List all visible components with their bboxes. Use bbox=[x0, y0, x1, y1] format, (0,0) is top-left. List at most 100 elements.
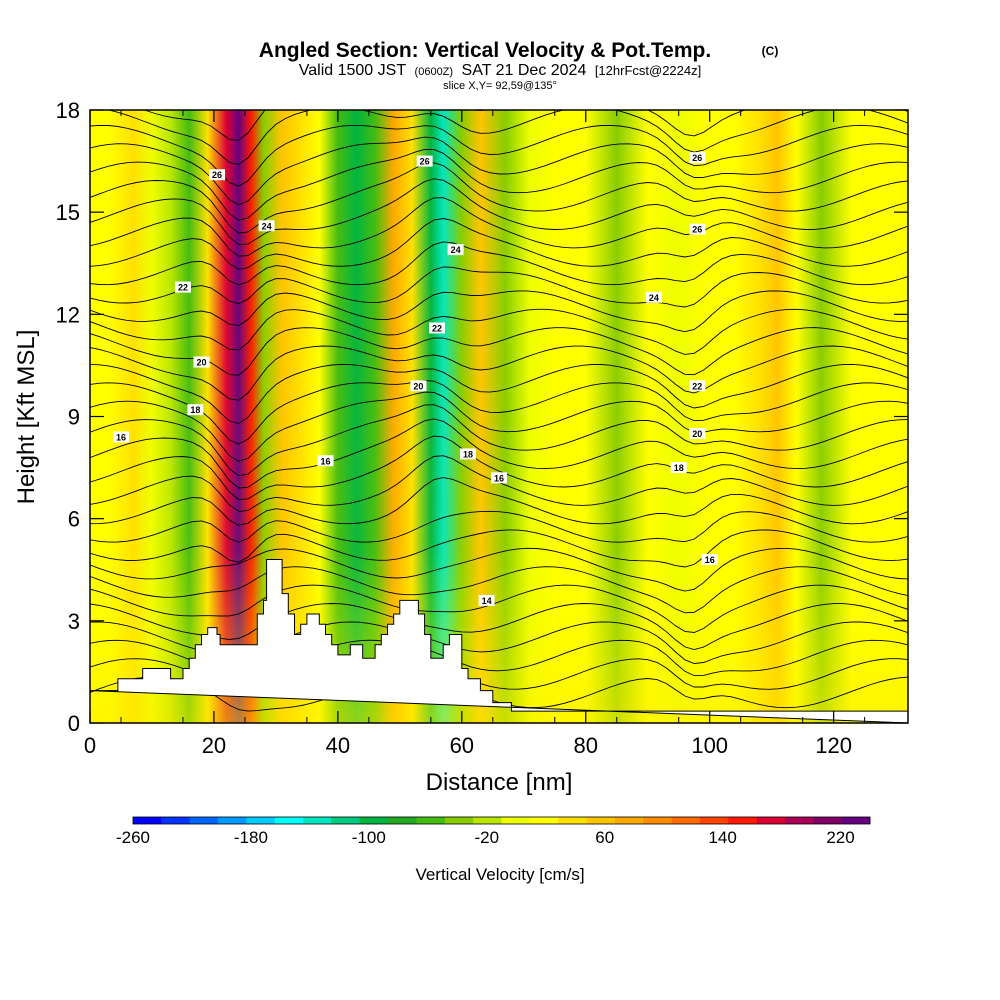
x-tick-label-1: 20 bbox=[202, 733, 226, 758]
contour-label-6: 16 bbox=[317, 455, 334, 467]
colorbar-swatch-25 bbox=[841, 817, 871, 824]
contour-label-bg bbox=[317, 455, 334, 467]
colorbar-swatch-6 bbox=[303, 817, 332, 824]
contour-label-text: 18 bbox=[190, 405, 200, 415]
contour-label-text: 24 bbox=[451, 245, 461, 255]
contour-label-9: 22 bbox=[429, 322, 446, 334]
contour-label-bg bbox=[112, 431, 129, 443]
contour-label-1: 18 bbox=[187, 404, 204, 416]
contour-label-19: 18 bbox=[670, 462, 687, 474]
contour-labels: 16 18 20 22 26 24 16 26 24 22 20 18 16 14 26 26 24 22 20 18… bbox=[112, 152, 718, 606]
colorbar-tick-label-2: -100 bbox=[352, 828, 386, 847]
y-tick-label-3: 9 bbox=[68, 405, 80, 430]
colorbar-swatch-24 bbox=[813, 817, 842, 824]
x-axis: 0 20 40 60 80 100 120 bbox=[84, 110, 866, 758]
theta-contour-8 bbox=[90, 529, 908, 568]
contour-label-bg bbox=[174, 281, 191, 293]
theta-contour-26 bbox=[90, 178, 908, 246]
colorbar-swatch-23 bbox=[784, 817, 814, 824]
colorbar-tick-label-1: -180 bbox=[234, 828, 268, 847]
colorbar-swatch-22 bbox=[756, 817, 786, 824]
y-axis-label: Height [Kft MSL] bbox=[13, 330, 40, 505]
x-tick-label-2: 40 bbox=[326, 733, 350, 758]
contour-label-text: 20 bbox=[197, 358, 207, 368]
contour-label-20: 16 bbox=[701, 554, 718, 566]
colorbar-swatch-8 bbox=[359, 817, 389, 824]
contour-label-bg bbox=[689, 152, 706, 164]
contour-label-13: 14 bbox=[478, 594, 495, 606]
contour-label-text: 26 bbox=[212, 170, 222, 180]
theta-contour-24 bbox=[90, 218, 908, 270]
contour-label-2: 20 bbox=[193, 356, 210, 368]
y-axis: 0 3 6 9 12 15 18 bbox=[56, 98, 908, 736]
contour-label-text: 20 bbox=[413, 381, 423, 391]
contour-label-text: 22 bbox=[432, 323, 442, 333]
contour-label-4: 26 bbox=[209, 169, 226, 181]
colorbar-swatch-18 bbox=[643, 817, 672, 824]
y-tick-label-1: 3 bbox=[68, 609, 80, 634]
theta-contour-23 bbox=[90, 241, 908, 286]
x-tick-label-6: 120 bbox=[815, 733, 852, 758]
contour-label-17: 22 bbox=[689, 380, 706, 392]
colorbar-swatch-19 bbox=[671, 817, 701, 824]
contour-label-bg bbox=[460, 448, 477, 460]
valid-date: SAT 21 Dec 2024 bbox=[462, 62, 587, 79]
contour-label-text: 16 bbox=[320, 456, 330, 466]
contour-label-text: 24 bbox=[649, 293, 659, 303]
colorbar-swatch-12 bbox=[473, 817, 502, 824]
colorbar-swatch-4 bbox=[246, 817, 276, 824]
contour-label-text: 22 bbox=[692, 381, 702, 391]
contour-label-text: 14 bbox=[482, 596, 492, 606]
colorbar: -260 -180 -100 -20 60 140 220 bbox=[116, 816, 871, 847]
contour-label-11: 18 bbox=[460, 448, 477, 460]
contour-label-bg bbox=[670, 462, 687, 474]
colorbar-tick-label-6: 220 bbox=[826, 828, 854, 847]
contour-label-text: 16 bbox=[116, 432, 126, 442]
y-tick-label-4: 12 bbox=[56, 302, 80, 327]
y-tick-label-2: 6 bbox=[68, 507, 80, 532]
contour-label-text: 16 bbox=[494, 473, 504, 483]
theta-contour-21 bbox=[90, 290, 908, 333]
x-tick-label-4: 80 bbox=[574, 733, 598, 758]
contour-label-0: 16 bbox=[112, 431, 129, 443]
contour-label-text: 16 bbox=[705, 555, 715, 565]
colorbar-tick-label-4: 60 bbox=[595, 828, 614, 847]
colorbar-swatch-2 bbox=[189, 817, 219, 824]
theta-contour-5 bbox=[90, 584, 908, 633]
contour-label-text: 18 bbox=[463, 449, 473, 459]
theta-contour-29 bbox=[90, 136, 908, 206]
colorbar-swatch-9 bbox=[388, 817, 417, 824]
chart-title: Angled Section: Vertical Velocity & Pot.… bbox=[259, 39, 711, 62]
theta-contour-27 bbox=[90, 162, 908, 234]
colorbar-swatch-7 bbox=[331, 817, 361, 824]
colorbar-swatch-15 bbox=[558, 817, 587, 824]
contour-label-text: 26 bbox=[692, 225, 702, 235]
valid-time: Valid 1500 JST bbox=[299, 62, 407, 79]
theta-contour-31 bbox=[106, 110, 908, 165]
theta-contour-18 bbox=[90, 345, 908, 401]
terrain bbox=[90, 559, 908, 723]
theta-contour-12 bbox=[90, 435, 908, 500]
contour-label-bg bbox=[187, 404, 204, 416]
contour-label-bg bbox=[689, 223, 706, 235]
contour-label-text: 18 bbox=[674, 463, 684, 473]
colorbar-tick-label-3: -20 bbox=[475, 828, 500, 847]
contour-label-text: 24 bbox=[262, 221, 272, 231]
contour-label-16: 24 bbox=[645, 291, 662, 303]
contour-label-5: 24 bbox=[258, 220, 275, 232]
colorbar-swatch-14 bbox=[529, 817, 559, 824]
theta-contour-17 bbox=[90, 363, 908, 424]
colorbar-swatch-10 bbox=[416, 817, 446, 824]
contour-label-bg bbox=[410, 380, 427, 392]
contour-label-bg bbox=[689, 428, 706, 440]
contour-label-bg bbox=[478, 594, 495, 606]
colorbar-swatch-11 bbox=[444, 817, 474, 824]
contour-label-text: 26 bbox=[420, 157, 430, 167]
chart-subtitle: Valid 1500 JST (0600Z) SAT 21 Dec 2024 [… bbox=[299, 62, 701, 79]
theta-contour-10 bbox=[90, 477, 908, 526]
x-tick-label-0: 0 bbox=[84, 733, 96, 758]
contour-label-text: 20 bbox=[692, 429, 702, 439]
theta-contour-25 bbox=[90, 197, 908, 257]
lower-level-shading bbox=[90, 110, 908, 723]
